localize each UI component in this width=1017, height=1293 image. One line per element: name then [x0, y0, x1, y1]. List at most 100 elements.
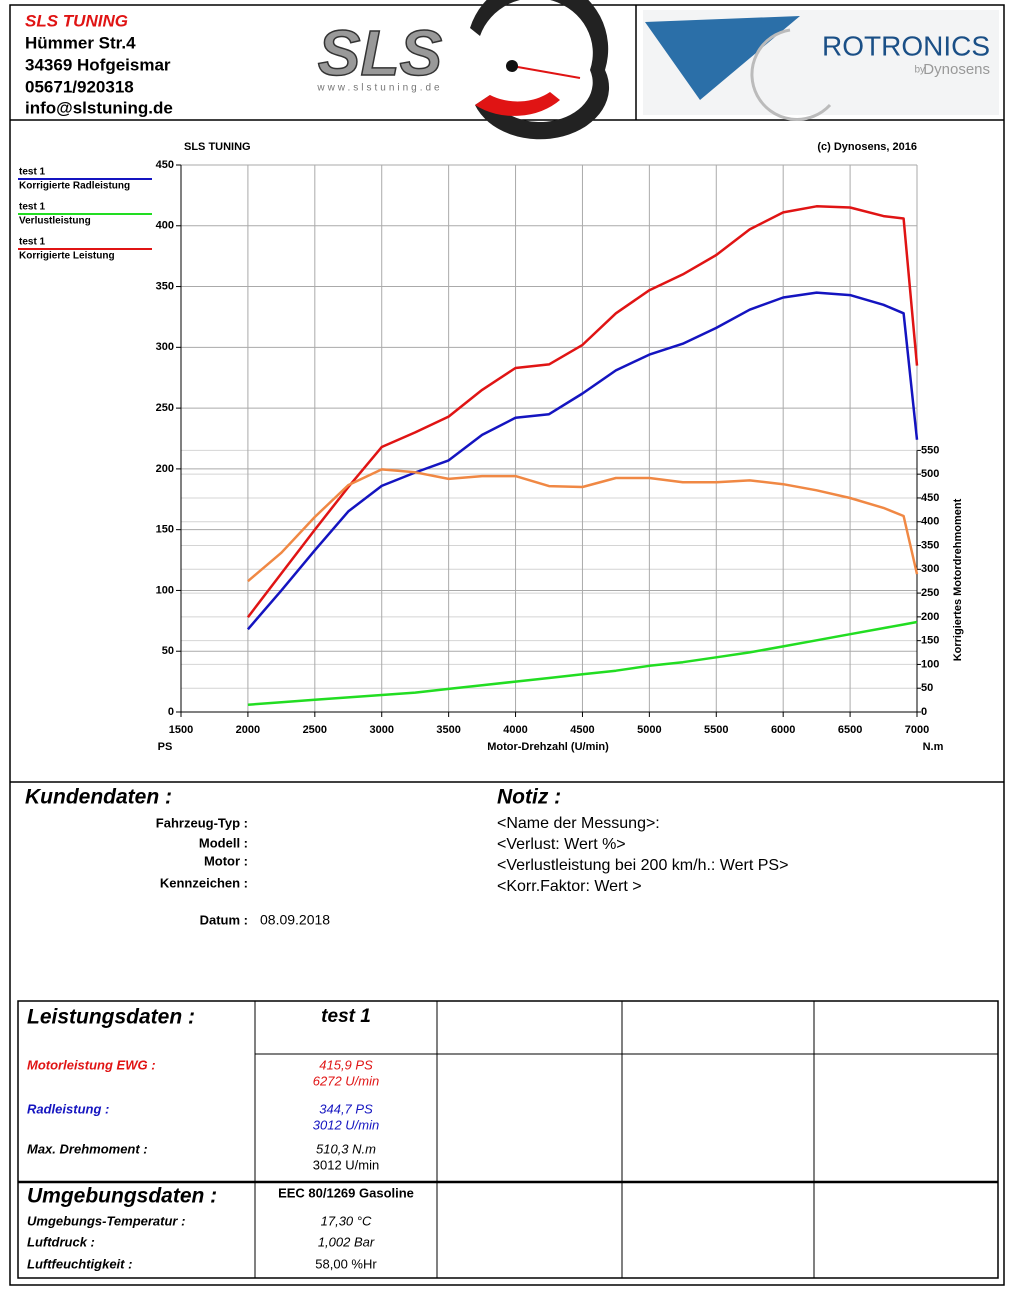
y2-tick-label: 300: [921, 563, 939, 575]
x-tick-label: 3000: [369, 724, 393, 736]
x-tick-label: 6000: [771, 724, 795, 736]
logo-arc: [750, 28, 832, 121]
note-line: <Verlustleistung bei 200 km/h.: Wert PS>: [497, 857, 788, 874]
cell-value: 3012 U/min: [313, 1157, 379, 1172]
series-line: [246, 291, 919, 631]
company: SLS TUNING: [25, 11, 128, 30]
page-frame: [9, 4, 1005, 1286]
chart-subtitle: (c) Dynosens, 2016: [817, 141, 917, 153]
logo-sub: Dynosens: [923, 61, 990, 78]
series-line: [247, 620, 918, 706]
y2-tick-label: 350: [921, 539, 939, 551]
y2-tick-label: 0: [921, 706, 927, 718]
note-line: <Name der Messung>:: [497, 815, 660, 832]
logo-hub: [506, 60, 518, 72]
legend-label: Korrigierte Radleistung: [19, 181, 130, 192]
address-line: 05671/920318: [25, 77, 134, 96]
field-label: Fahrzeug-Typ :: [156, 815, 248, 830]
legend-label: Verlustleistung: [19, 216, 91, 227]
table-border: [17, 1000, 999, 1279]
section-title: Kundendaten :: [25, 786, 172, 809]
cell-value: 6272 U/min: [313, 1073, 379, 1088]
y2-tick-label: 250: [921, 587, 939, 599]
legend-run: test 1: [19, 202, 46, 213]
field-label: Motor :: [204, 853, 248, 868]
y2-tick-label: 100: [921, 658, 939, 670]
results-table: [17, 1000, 999, 1279]
y2-axis-unit: N.m: [923, 741, 944, 753]
cell-value: 510,3 N.m: [316, 1141, 376, 1156]
row-label: Luftdruck :: [27, 1234, 95, 1249]
field-value: 08.09.2018: [260, 912, 330, 928]
y-tick-label: 0: [168, 706, 174, 718]
cell-value: 415,9 PS: [319, 1057, 373, 1072]
field-label: Modell :: [199, 835, 248, 850]
logo-needle: [511, 65, 581, 79]
cell-value: 344,7 PS: [319, 1101, 373, 1116]
x-tick-label: 4500: [570, 724, 594, 736]
chart-title: SLS TUNING: [184, 141, 251, 153]
y2-tick-label: 550: [921, 444, 939, 456]
address-line: Hümmer Str.4: [25, 33, 136, 52]
y-tick-label: 200: [156, 463, 174, 475]
y2-tick-label: 50: [921, 682, 933, 694]
y-axis-unit: PS: [158, 741, 173, 753]
chart: SLS TUNING (c) Dynosens, 2016 Motor-Dreh…: [18, 141, 964, 753]
note-line: <Korr.Faktor: Wert >: [497, 878, 642, 895]
series-line: [246, 205, 919, 618]
x-tick-label: 7000: [905, 724, 929, 736]
section-title: Umgebungsdaten :: [27, 1185, 217, 1208]
y-tick-label: 400: [156, 220, 174, 232]
x-axis-label: Motor-Drehzahl (U/min): [487, 741, 609, 753]
y2-axis-label: Korrigiertes Motordrehmoment: [952, 498, 964, 661]
row-label: Radleistung :: [27, 1101, 109, 1116]
legend-run: test 1: [19, 167, 46, 178]
y-tick-label: 50: [162, 645, 174, 657]
legend-run: test 1: [19, 237, 46, 248]
cell-value: 17,30 °C: [321, 1213, 372, 1228]
field-label: Kennzeichen :: [160, 875, 248, 890]
logo-gauge: [470, 0, 609, 140]
y-tick-label: 450: [156, 159, 174, 171]
y2-tick-label: 500: [921, 468, 939, 480]
logo-text: SLS: [318, 17, 443, 89]
x-tick-label: 6500: [838, 724, 862, 736]
x-tick-label: 1500: [169, 724, 193, 736]
field-label: Datum :: [200, 912, 248, 927]
y-tick-label: 250: [156, 402, 174, 414]
row-label: Luftfeuchtigkeit :: [27, 1256, 132, 1271]
y-tick-label: 300: [156, 341, 174, 353]
address-line: 34369 Hofgeismar: [25, 55, 171, 74]
logo-gauge: [475, 92, 560, 116]
series-line: [247, 468, 919, 583]
row-label: Max. Drehmoment :: [27, 1141, 148, 1156]
column-header: test 1: [321, 1006, 371, 1027]
x-tick-label: 2000: [236, 724, 260, 736]
logo-shape: [645, 16, 800, 100]
x-tick-label: 3500: [436, 724, 460, 736]
x-tick-label: 5500: [704, 724, 728, 736]
logo-text: ROTRONICS: [822, 30, 990, 61]
cell-value: 3012 U/min: [313, 1117, 379, 1132]
y2-tick-label: 450: [921, 492, 939, 504]
row-label: Umgebungs-Temperatur :: [27, 1213, 185, 1228]
address-line: info@slstuning.de: [25, 98, 173, 117]
column-header: EEC 80/1269 Gasoline: [278, 1185, 414, 1200]
logo-url: www.slstuning.de: [316, 83, 442, 94]
cell-value: 1,002 Bar: [318, 1234, 375, 1249]
section-title: Leistungsdaten :: [27, 1006, 195, 1029]
sls-logo: SLS www.slstuning.de: [316, 0, 609, 140]
y2-tick-label: 400: [921, 516, 939, 528]
cell-value: 58,00 %Hr: [315, 1256, 377, 1271]
row-label: Motorleistung EWG :: [27, 1057, 156, 1072]
y2-tick-label: 150: [921, 635, 939, 647]
y2-tick-label: 200: [921, 611, 939, 623]
y-tick-label: 350: [156, 280, 174, 292]
logo-by: by: [914, 65, 925, 76]
x-tick-label: 5000: [637, 724, 661, 736]
legend-label: Korrigierte Leistung: [19, 251, 115, 262]
note-line: <Verlust: Wert %>: [497, 836, 626, 853]
x-tick-label: 2500: [303, 724, 327, 736]
x-tick-label: 4000: [503, 724, 527, 736]
